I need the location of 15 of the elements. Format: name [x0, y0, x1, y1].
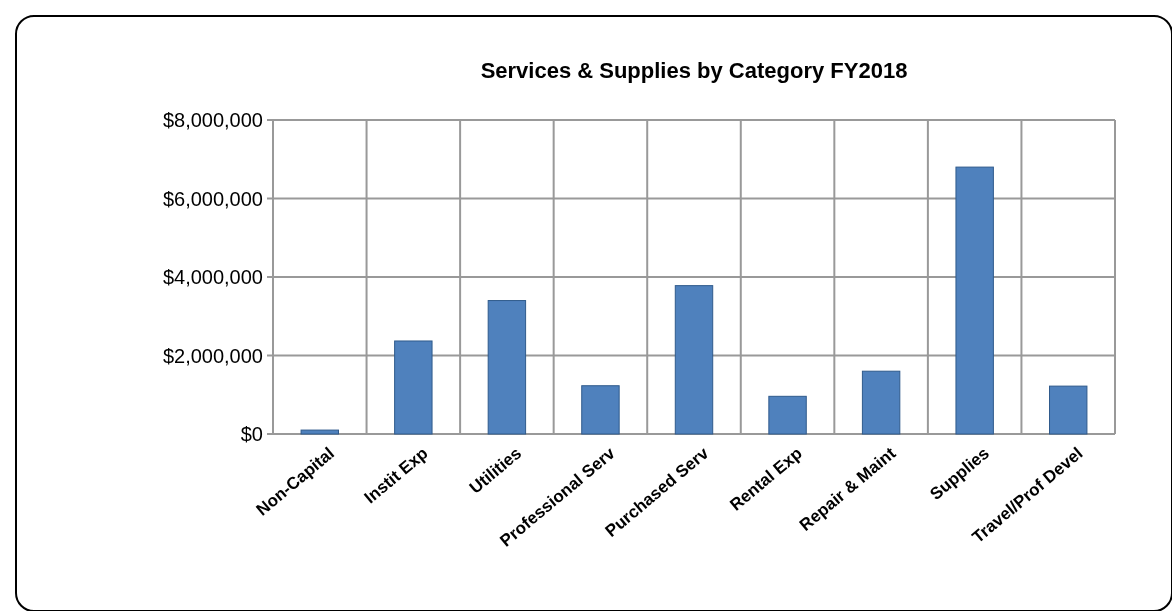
- y-tick-label: $4,000,000: [162, 266, 263, 288]
- chart-title: Services & Supplies by Category FY2018: [480, 58, 908, 83]
- bar: [394, 340, 433, 435]
- y-tick-label: $8,000,000: [162, 109, 263, 131]
- bar: [487, 300, 527, 435]
- bar: [674, 285, 714, 435]
- bar: [861, 370, 901, 435]
- y-tick-label: $2,000,000: [162, 344, 263, 367]
- bar: [300, 429, 339, 435]
- bar: [1049, 385, 1088, 435]
- bar: [768, 395, 807, 435]
- bar: [581, 385, 620, 435]
- bar: [955, 166, 994, 435]
- y-tick-label: $6,000,000: [162, 187, 263, 210]
- y-tick-label: $0: [240, 423, 263, 445]
